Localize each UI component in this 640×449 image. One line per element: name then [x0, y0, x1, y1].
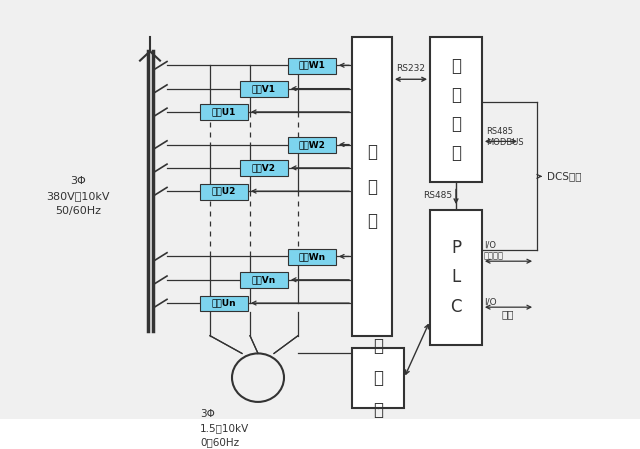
Text: 单元Wn: 单元Wn [298, 252, 326, 261]
Text: RS485
MODBUS: RS485 MODBUS [486, 127, 524, 147]
Bar [430, 37, 482, 182]
Text: RS232: RS232 [397, 64, 426, 73]
Text: 单元U2: 单元U2 [212, 187, 236, 196]
Bar [288, 137, 336, 153]
Bar [200, 295, 248, 312]
Text: 信
号
板: 信 号 板 [373, 337, 383, 419]
Bar [240, 160, 288, 176]
Text: 单元Un: 单元Un [212, 299, 236, 308]
Text: P
L
C: P L C [451, 239, 461, 316]
Text: I/O
模拟信号: I/O 模拟信号 [484, 241, 504, 260]
Text: 人
机
界
面: 人 机 界 面 [451, 57, 461, 163]
Bar [240, 272, 288, 288]
Text: 3Φ
380V－10kV
50/60Hz: 3Φ 380V－10kV 50/60Hz [46, 176, 109, 216]
Bar [240, 81, 288, 97]
Text: I/O: I/O [484, 297, 497, 306]
Text: RS485: RS485 [424, 191, 452, 200]
Bar [200, 105, 248, 120]
Text: 单元V1: 单元V1 [252, 84, 276, 93]
Text: 3Φ
1.5－10kV
0－60Hz: 3Φ 1.5－10kV 0－60Hz [200, 409, 249, 447]
Text: 单元W2: 单元W2 [299, 140, 325, 149]
Text: 主
控
板: 主 控 板 [367, 143, 377, 230]
Bar [200, 184, 248, 199]
Text: 单元U1: 单元U1 [212, 107, 236, 116]
Text: 单元Vn: 单元Vn [252, 275, 276, 284]
Text: DCS系统: DCS系统 [547, 172, 582, 181]
Bar [352, 348, 404, 409]
Bar [288, 249, 336, 265]
Bar [430, 210, 482, 345]
Text: 单元V2: 单元V2 [252, 163, 276, 172]
Text: 现场: 现场 [502, 309, 515, 319]
Bar [352, 37, 392, 336]
Bar [288, 58, 336, 74]
Text: 单元W1: 单元W1 [299, 61, 325, 70]
